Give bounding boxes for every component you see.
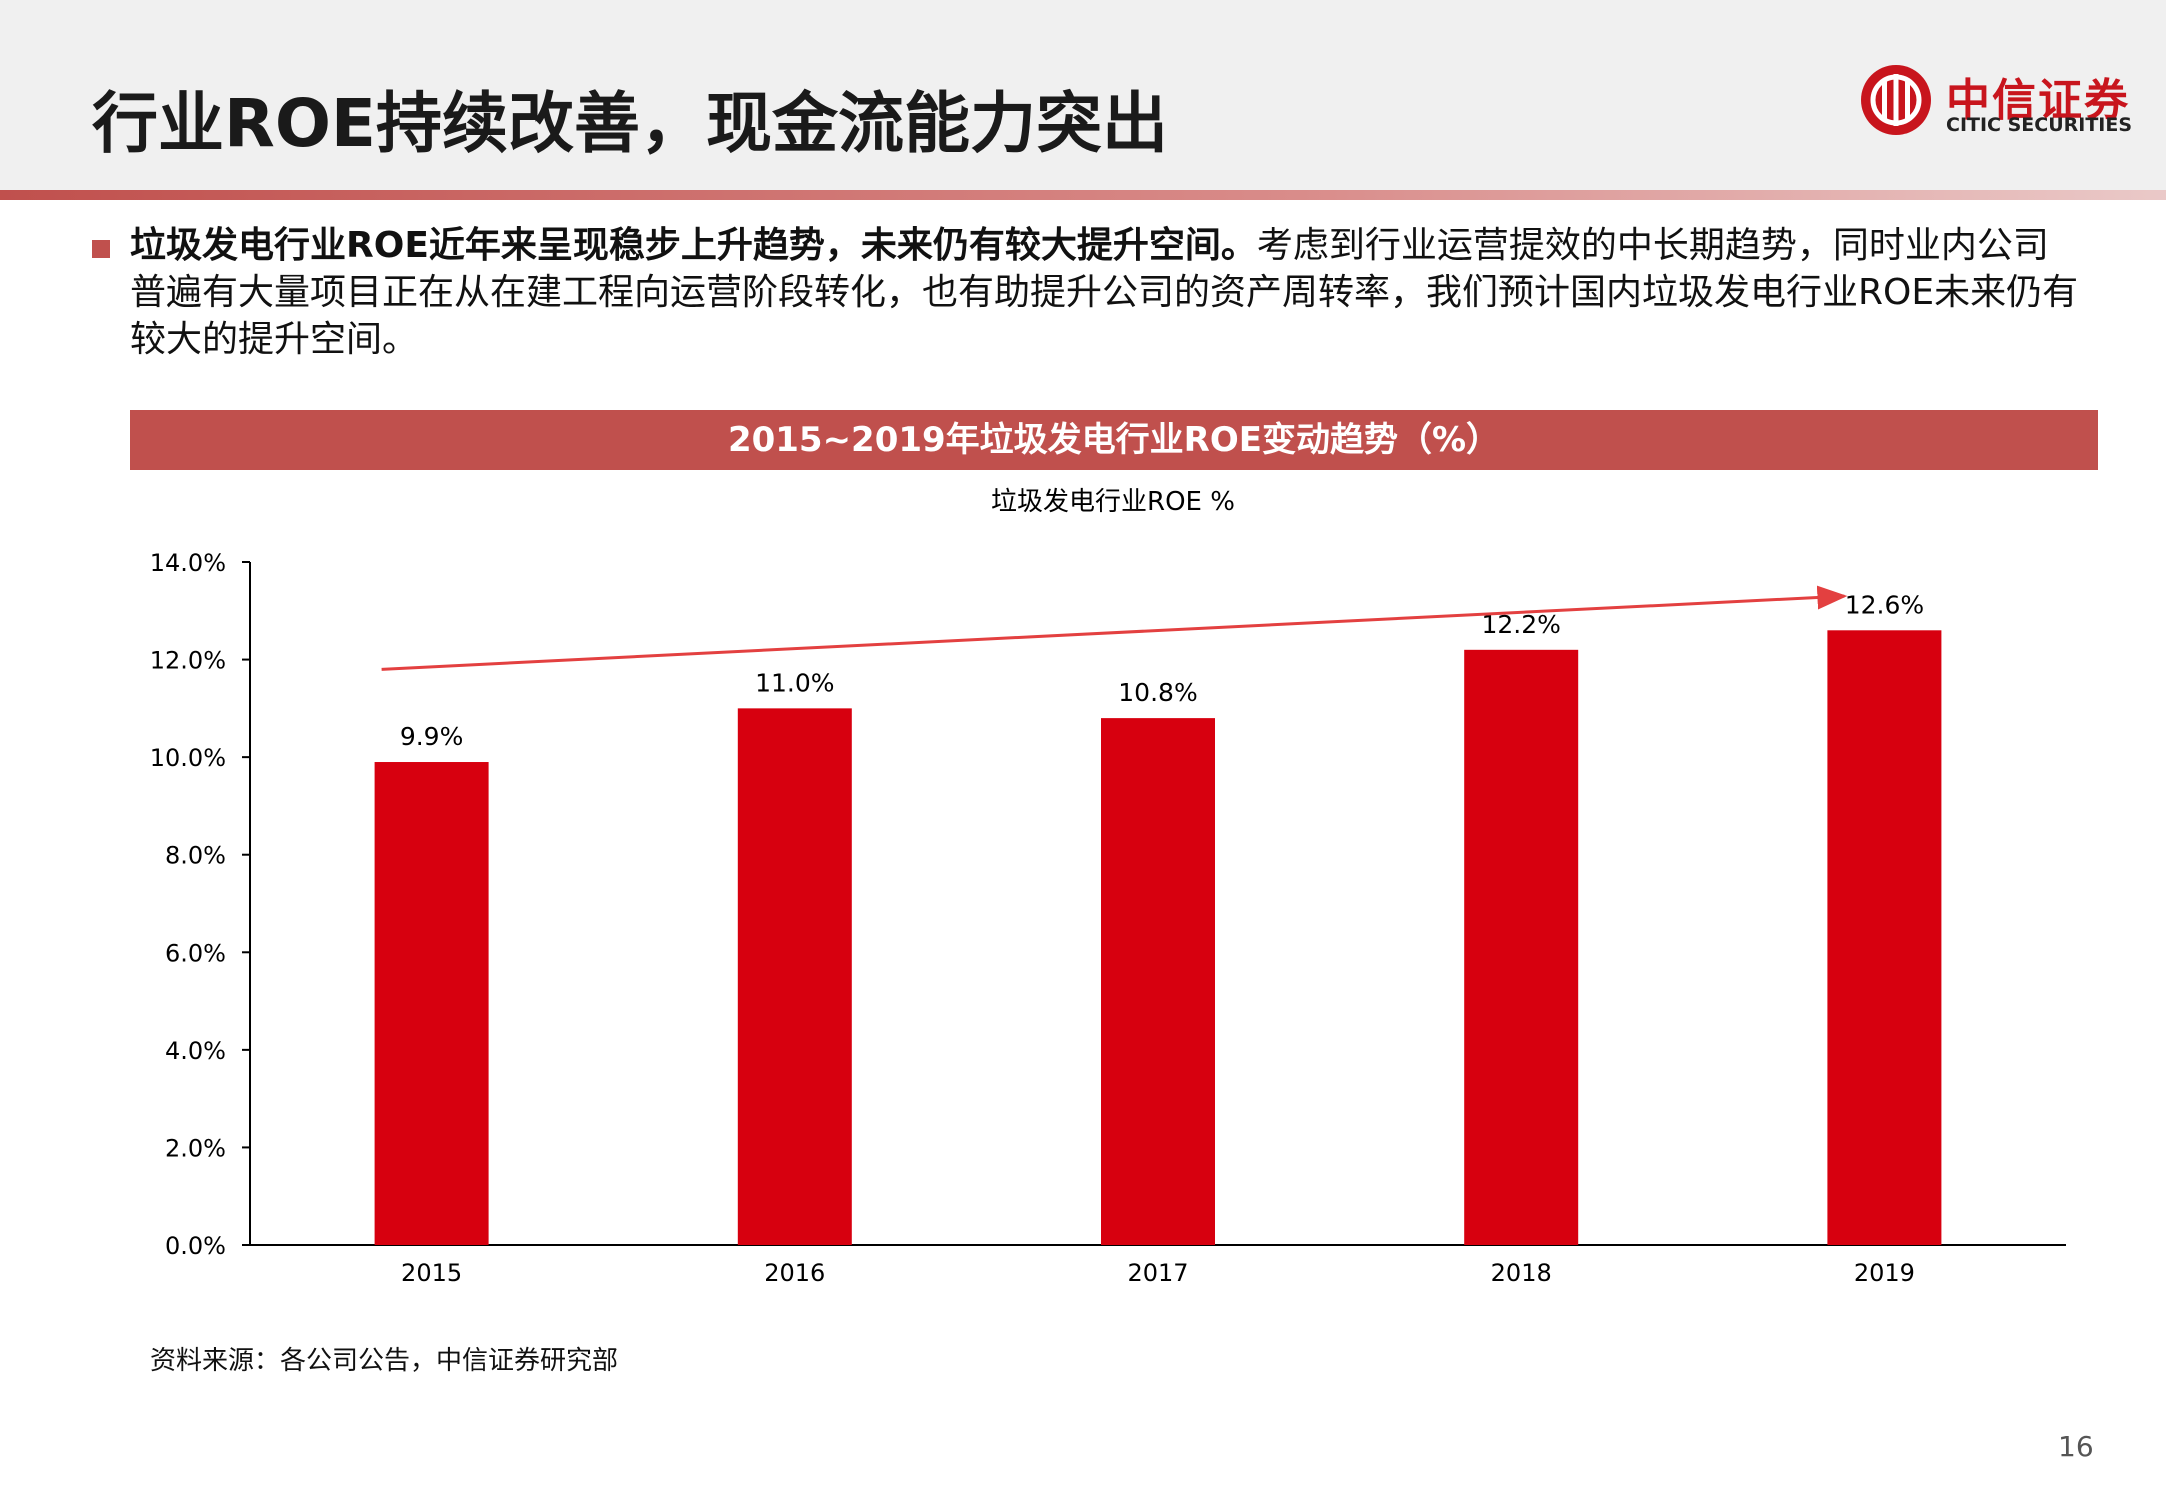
logo-chinese-name: 中信证券 bbox=[1946, 75, 2130, 126]
x-tick-label-2019: 2019 bbox=[1854, 1259, 1915, 1287]
page-title: 行业ROE持续改善，现金流能力突出 bbox=[92, 85, 1169, 162]
x-tick-label-2017: 2017 bbox=[1127, 1259, 1188, 1287]
logo-english-name: CITIC SECURITIES bbox=[1946, 114, 2133, 136]
y-tick-label: 4.0% bbox=[165, 1037, 226, 1065]
chart-banner-title: 2015~2019年垃圾发电行业ROE变动趋势（%） bbox=[727, 420, 1501, 460]
x-axis: 2015 2016 2017 2018 2019 bbox=[250, 1244, 2066, 1287]
data-label-2017: 10.8% bbox=[1118, 678, 1197, 707]
bars bbox=[374, 630, 1942, 1245]
x-tick-label-2018: 2018 bbox=[1491, 1259, 1552, 1287]
bar-2015 bbox=[374, 762, 489, 1245]
y-tick-label: 6.0% bbox=[165, 939, 226, 967]
bar-2018 bbox=[1464, 649, 1579, 1245]
page-number: 16 bbox=[2058, 1430, 2094, 1463]
chart-banner: 2015~2019年垃圾发电行业ROE变动趋势（%） bbox=[130, 410, 2098, 470]
x-tick-label-2015: 2015 bbox=[401, 1259, 462, 1287]
data-label-2015: 9.9% bbox=[400, 722, 464, 751]
citic-emblem-icon bbox=[1861, 65, 1931, 135]
y-tick-label: 12.0% bbox=[150, 647, 226, 675]
trend-arrow bbox=[381, 585, 1848, 671]
data-label-2019: 12.6% bbox=[1845, 590, 1924, 619]
data-label-2016: 11.0% bbox=[755, 668, 834, 697]
intro-paragraph: 垃圾发电行业ROE近年来呈现稳步上升趋势，未来仍有较大提升空间。考虑到行业运营提… bbox=[130, 222, 2080, 363]
bullet-square-icon bbox=[92, 240, 110, 258]
bar-2016 bbox=[737, 708, 852, 1245]
source-note: 资料来源：各公司公告，中信证券研究部 bbox=[150, 1346, 619, 1376]
y-tick-label: 0.0% bbox=[165, 1232, 226, 1260]
citic-logo: 中信证券 CITIC SECURITIES bbox=[1858, 62, 2148, 142]
roe-bar-chart: 垃圾发电行业ROE % 0.0% 2.0% 4.0% 6.0% 8.0% 10.0% 12.… bbox=[150, 487, 2066, 1287]
bar-2019 bbox=[1827, 630, 1942, 1245]
header-divider bbox=[0, 190, 2166, 200]
y-tick-label: 2.0% bbox=[165, 1134, 226, 1162]
intro-bold-text: 垃圾发电行业ROE近年来呈现稳步上升趋势，未来仍有较大提升空间。 bbox=[130, 225, 1257, 266]
bar-2017 bbox=[1101, 718, 1215, 1245]
x-tick-label-2016: 2016 bbox=[764, 1259, 825, 1287]
y-tick-label: 8.0% bbox=[165, 842, 226, 870]
header-bar bbox=[0, 0, 2166, 190]
intro-text: 考虑到行业运营提效的中长期趋势，同时业内公司普遍有大量项目正在从在建工程向运营阶… bbox=[130, 225, 2079, 360]
chart-title: 垃圾发电行业ROE % bbox=[991, 487, 1235, 517]
data-labels: 9.9%11.0% 10.8%12.2%12.6% bbox=[400, 590, 1924, 751]
y-tick-label: 10.0% bbox=[150, 744, 226, 772]
y-axis: 0.0% 2.0% 4.0% 6.0% 8.0% 10.0% 12.0% 14.0% bbox=[150, 549, 251, 1260]
y-tick-label: 14.0% bbox=[150, 549, 226, 577]
